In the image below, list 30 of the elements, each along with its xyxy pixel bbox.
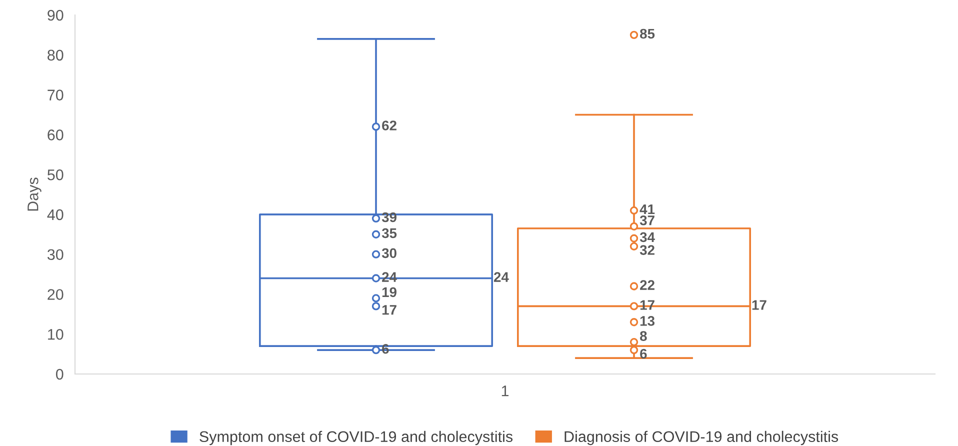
y-tick-label: 40 xyxy=(47,209,64,220)
text: 17 xyxy=(752,300,766,310)
data-label: 30 xyxy=(382,248,396,258)
data-label: 13 xyxy=(640,316,654,326)
y-tick-label: 10 xyxy=(48,328,64,340)
data-label: 34 xyxy=(640,232,655,242)
y-tick-label: 70 xyxy=(48,90,64,100)
data-label: 8 xyxy=(640,331,647,341)
y-tick-label: 90 xyxy=(48,10,64,21)
y-tick-label: 20 xyxy=(48,289,64,300)
y-tick-label: 80 xyxy=(48,50,64,61)
data-label: 62 xyxy=(382,120,396,130)
y-tick-label: 50 xyxy=(48,169,64,180)
x-tick-label: 1 xyxy=(502,386,509,396)
data-label: 32 xyxy=(640,245,654,255)
y-tick-label: 0 xyxy=(56,368,64,380)
data-label: 17 xyxy=(382,305,396,315)
data-label: 35 xyxy=(382,228,397,238)
data-label: 37 xyxy=(640,215,654,226)
data-label: 22 xyxy=(640,280,654,290)
data-label: 85 xyxy=(640,28,655,39)
text: 24 xyxy=(494,272,509,282)
y-tick-label: 30 xyxy=(47,249,64,260)
y-axis-title: Days xyxy=(28,178,42,211)
legend-label: Diagnosis of COVID-19 and cholecystitis xyxy=(564,430,838,446)
data-label: 6 xyxy=(640,348,647,359)
data-label: 19 xyxy=(382,287,396,298)
data-label: 41 xyxy=(640,204,655,214)
y-tick-label: 60 xyxy=(48,130,64,140)
legend-label: Symptom onset of COVID-19 and cholecystitis xyxy=(200,430,513,446)
